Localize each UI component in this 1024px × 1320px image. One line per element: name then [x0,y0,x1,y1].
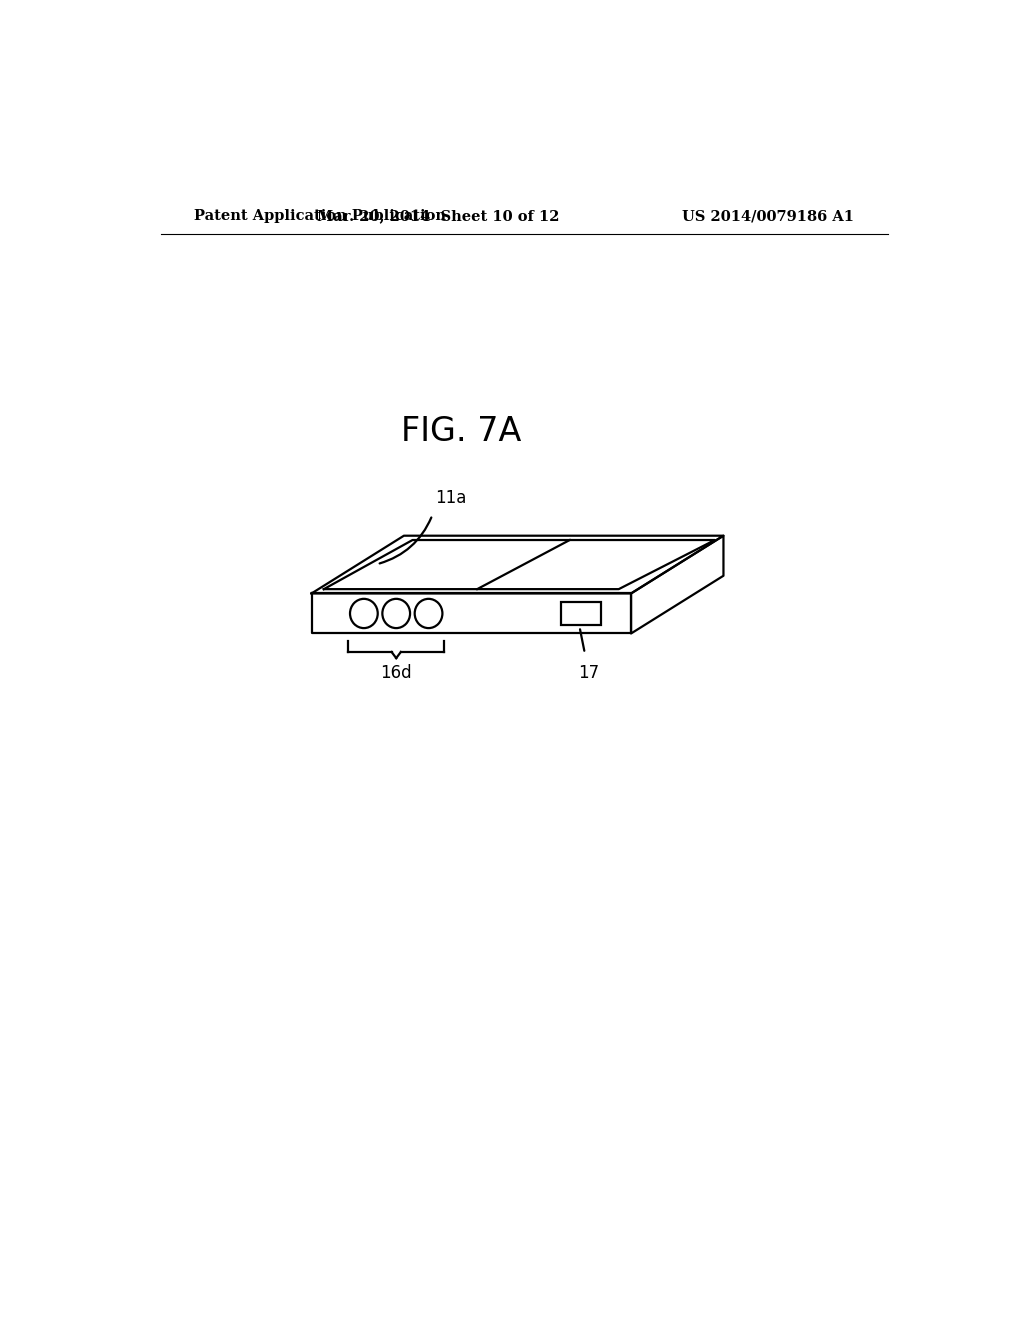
Text: US 2014/0079186 A1: US 2014/0079186 A1 [682,209,854,223]
FancyArrowPatch shape [580,630,585,651]
Text: Patent Application Publication: Patent Application Publication [194,209,445,223]
FancyArrowPatch shape [380,517,431,564]
Text: 16d: 16d [380,664,412,682]
Text: Mar. 20, 2014  Sheet 10 of 12: Mar. 20, 2014 Sheet 10 of 12 [317,209,560,223]
Text: 17: 17 [579,664,599,682]
Text: 11a: 11a [435,490,466,507]
Text: FIG. 7A: FIG. 7A [401,416,522,449]
Bar [561,602,601,626]
